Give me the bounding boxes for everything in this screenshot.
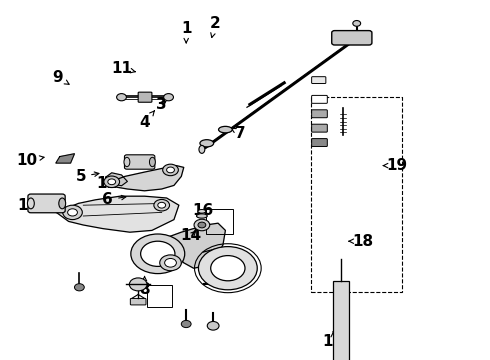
Polygon shape: [105, 166, 184, 191]
FancyBboxPatch shape: [130, 298, 146, 305]
Text: 7: 7: [231, 126, 245, 141]
Ellipse shape: [219, 126, 232, 133]
Circle shape: [68, 209, 77, 216]
FancyBboxPatch shape: [312, 110, 327, 118]
Text: 8: 8: [139, 276, 150, 297]
Text: 19: 19: [383, 158, 408, 173]
Text: 18: 18: [349, 234, 373, 249]
Circle shape: [353, 21, 361, 26]
Text: 2: 2: [210, 16, 221, 37]
Circle shape: [163, 164, 178, 176]
Bar: [206, 209, 233, 234]
Text: 17: 17: [322, 332, 344, 350]
Circle shape: [198, 222, 206, 228]
FancyBboxPatch shape: [28, 194, 65, 213]
Circle shape: [198, 247, 257, 290]
Circle shape: [117, 94, 126, 101]
Circle shape: [129, 278, 147, 291]
Circle shape: [154, 199, 170, 211]
Text: 3: 3: [156, 97, 167, 112]
Bar: [311, 97, 402, 292]
Text: 16: 16: [193, 203, 214, 218]
Circle shape: [158, 202, 166, 208]
Text: 13: 13: [17, 198, 45, 213]
FancyBboxPatch shape: [312, 124, 327, 132]
Circle shape: [141, 241, 175, 266]
FancyBboxPatch shape: [312, 139, 327, 147]
Ellipse shape: [199, 145, 205, 153]
FancyBboxPatch shape: [138, 92, 152, 102]
FancyBboxPatch shape: [332, 31, 372, 45]
Ellipse shape: [124, 157, 130, 167]
Text: 6: 6: [102, 192, 126, 207]
Circle shape: [167, 167, 174, 173]
Ellipse shape: [200, 140, 214, 147]
Text: 5: 5: [75, 169, 99, 184]
Ellipse shape: [27, 198, 34, 209]
Circle shape: [74, 284, 84, 291]
FancyBboxPatch shape: [312, 77, 326, 84]
Text: 4: 4: [139, 111, 154, 130]
Circle shape: [164, 94, 173, 101]
Polygon shape: [56, 196, 179, 232]
Circle shape: [165, 258, 176, 267]
Circle shape: [207, 321, 219, 330]
Circle shape: [211, 256, 245, 281]
Circle shape: [160, 255, 181, 271]
FancyBboxPatch shape: [124, 155, 155, 169]
Polygon shape: [167, 223, 225, 268]
Text: 10: 10: [16, 153, 44, 168]
Text: 11: 11: [111, 61, 135, 76]
Circle shape: [63, 205, 82, 220]
Polygon shape: [203, 248, 247, 279]
Circle shape: [181, 320, 191, 328]
Circle shape: [108, 179, 116, 185]
Ellipse shape: [59, 198, 66, 209]
FancyBboxPatch shape: [312, 95, 327, 103]
Text: 9: 9: [52, 70, 69, 85]
Ellipse shape: [149, 157, 155, 167]
Circle shape: [104, 176, 120, 188]
Text: 1: 1: [181, 21, 192, 43]
Text: 14: 14: [180, 228, 202, 243]
Polygon shape: [56, 154, 74, 163]
Circle shape: [131, 234, 185, 274]
Text: 15: 15: [200, 273, 221, 288]
Circle shape: [194, 219, 210, 231]
Polygon shape: [106, 173, 127, 186]
Bar: [147, 285, 172, 307]
Ellipse shape: [196, 214, 207, 218]
Text: 12: 12: [96, 176, 118, 191]
Bar: [333, 281, 349, 360]
Ellipse shape: [198, 210, 206, 213]
